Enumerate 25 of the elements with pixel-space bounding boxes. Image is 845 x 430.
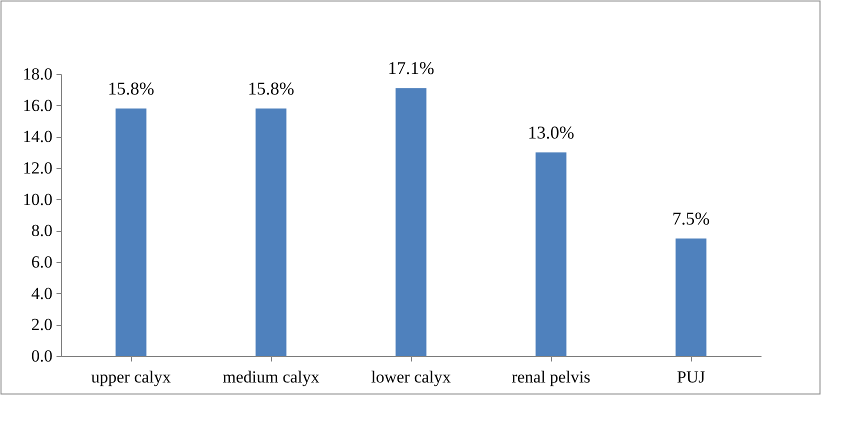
data-label: 15.8% [108,78,154,98]
x-tick-label: upper calyx [91,368,172,386]
x-tick-label: lower calyx [371,368,452,386]
y-tick-label: 10.0 [22,190,52,209]
data-label: 17.1% [388,58,434,78]
bar [676,238,706,356]
y-tick-label: 12.0 [22,158,52,178]
bar [536,152,566,356]
y-tick-label: 8.0 [31,221,52,240]
y-tick-label: 2.0 [31,315,52,334]
data-label: 13.0% [528,122,574,142]
y-tick-label: 18.0 [22,64,52,84]
x-tick-label: medium calyx [222,368,320,386]
y-tick-label: 14.0 [22,127,52,146]
y-tick-label: 4.0 [31,284,52,303]
y-tick-label: 16.0 [22,96,52,115]
x-tick-label: renal pelvis [512,368,590,386]
y-tick-label: 6.0 [31,252,52,272]
data-label: 15.8% [248,78,294,98]
x-tick-label: PUJ [676,368,706,386]
bar [116,108,146,356]
bar [256,108,286,356]
data-label: 7.5% [672,208,710,228]
bar [396,88,426,356]
y-tick-label: 0.0 [31,346,52,366]
